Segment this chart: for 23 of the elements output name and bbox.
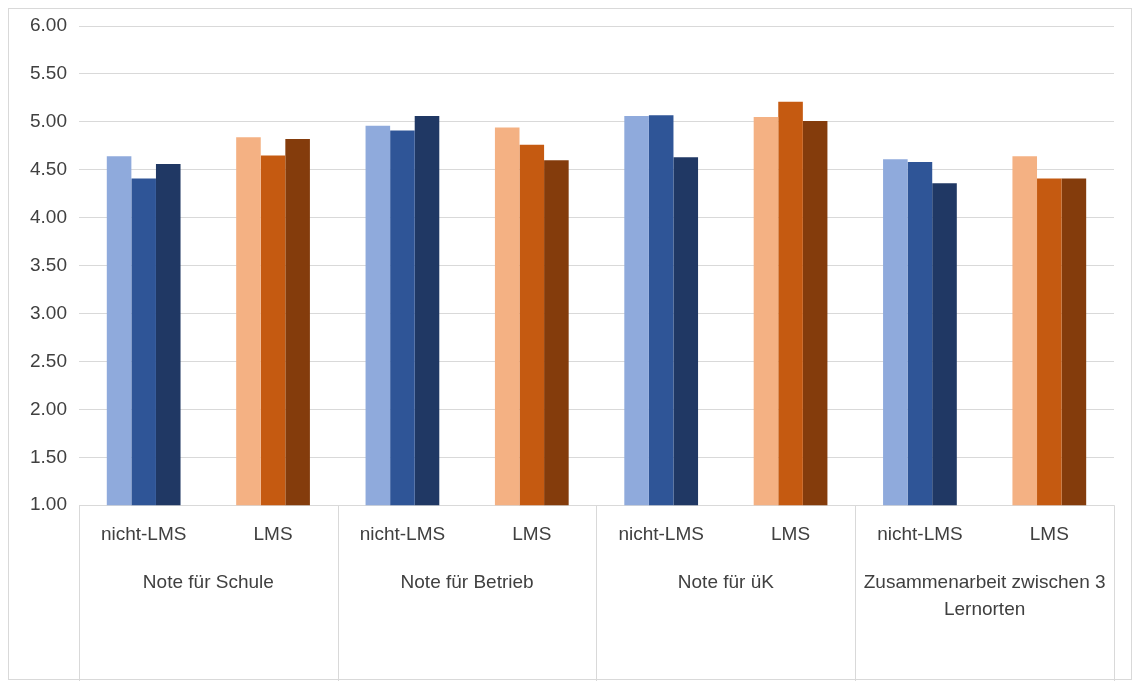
text: Note für Betrieb <box>400 571 534 593</box>
y-tick-label: 1.50 <box>30 445 67 467</box>
y-tick-label: 2.50 <box>30 349 67 371</box>
x-tick-label: nicht-LMS <box>100 522 187 544</box>
x-tick-label: nicht-LMS <box>359 522 446 544</box>
y-tick-label: 5.50 <box>30 62 67 84</box>
x-tick-label: LMS <box>771 522 811 544</box>
x-tick-label: LMS <box>1029 522 1069 544</box>
x-tick-label: nicht-LMS <box>618 522 704 544</box>
y-tick-label: 3.00 <box>30 301 67 323</box>
y-tick-label: 3.50 <box>30 253 67 275</box>
y-tick-label: 4.00 <box>30 205 67 227</box>
text: Note für üK <box>677 571 775 593</box>
x-tick-label: LMS <box>253 522 293 544</box>
y-tick-label: 1.00 <box>30 493 67 515</box>
x-tick-label: nicht-LMS <box>877 522 963 544</box>
y-tick-label: 5.00 <box>30 110 67 132</box>
text: Note für Schule <box>142 571 274 593</box>
x-tick-label: LMS <box>512 522 552 544</box>
y-tick-label: 6.00 <box>30 14 67 36</box>
y-tick-label: 4.50 <box>30 157 67 179</box>
text: Zusammenarbeit zwischen 3 Lernorten <box>863 571 1106 620</box>
y-tick-label: 2.00 <box>30 397 67 419</box>
